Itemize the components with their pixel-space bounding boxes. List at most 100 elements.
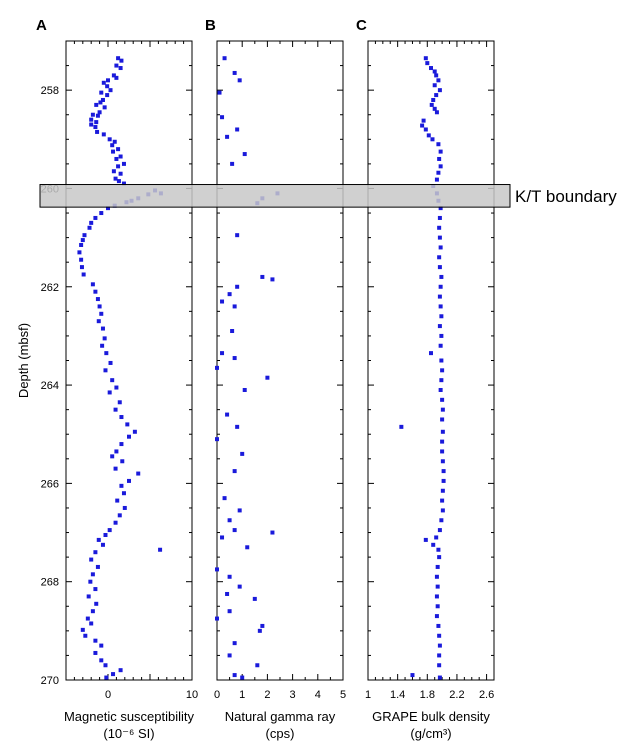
data-point (235, 424, 240, 429)
data-point (441, 469, 446, 474)
data-point (432, 106, 437, 111)
data-point (114, 75, 119, 80)
data-point (260, 274, 265, 279)
data-point (437, 255, 442, 260)
data-point (108, 360, 113, 365)
data-point (257, 628, 262, 633)
data-point (434, 574, 439, 579)
data-point (111, 169, 116, 174)
data-point (232, 70, 237, 75)
y-axis-label: Depth (mbsf) (16, 323, 31, 398)
data-point (113, 176, 118, 181)
data-point (438, 284, 443, 289)
data-point (115, 498, 120, 503)
data-point (105, 84, 110, 89)
data-point (220, 299, 225, 304)
data-point (100, 542, 105, 547)
data-point (113, 520, 118, 525)
y-tick-label: 266 (41, 478, 59, 490)
data-point (437, 675, 442, 680)
data-point (102, 105, 107, 110)
data-point (217, 90, 222, 95)
data-point (440, 397, 445, 402)
data-point (104, 675, 109, 680)
data-point (225, 591, 230, 596)
data-point (111, 73, 116, 78)
data-point (85, 616, 90, 621)
data-point (438, 245, 443, 250)
data-point (434, 535, 439, 540)
x-tick-label: 2.6 (479, 689, 494, 701)
data-point (425, 61, 430, 66)
data-point (227, 518, 232, 523)
data-point (89, 117, 94, 122)
y-tick-label: 258 (41, 85, 59, 97)
data-point (435, 584, 440, 589)
data-point (80, 238, 85, 243)
data-point (230, 161, 235, 166)
chart-panels: 010258260262264266268270AMagnetic suscep… (36, 17, 495, 741)
x-axis-label: GRAPE bulk density (372, 709, 490, 724)
data-point (95, 297, 100, 302)
data-point (423, 537, 428, 542)
data-point (118, 668, 123, 673)
data-point (119, 58, 124, 63)
x-tick-label: 2 (264, 689, 270, 701)
data-point (437, 643, 442, 648)
x-tick-label: 0 (214, 689, 220, 701)
data-point (102, 336, 107, 341)
data-point (440, 368, 445, 373)
kt-boundary-layer: K/T boundary (39, 184, 617, 208)
data-point (89, 621, 94, 626)
data-point (232, 641, 237, 646)
data-point (110, 378, 115, 383)
panel-letter: B (205, 17, 216, 34)
x-tick-label: 3 (290, 689, 296, 701)
data-point (119, 483, 124, 488)
x-tick-label: 1.4 (390, 689, 405, 701)
data-point (270, 530, 275, 535)
data-point (437, 653, 442, 658)
data-point (215, 437, 219, 442)
data-point (432, 69, 437, 74)
y-tick-label: 268 (41, 577, 59, 589)
data-point (235, 127, 240, 132)
data-point (235, 284, 240, 289)
data-point (93, 587, 98, 592)
data-point (122, 505, 127, 510)
data-point (436, 547, 441, 552)
data-point (87, 225, 92, 230)
data-point (106, 78, 110, 83)
data-point (77, 250, 82, 255)
x-axis-units: (cps) (266, 726, 295, 741)
data-point (242, 387, 247, 392)
data-point (106, 206, 110, 211)
data-point (434, 73, 439, 78)
data-point (107, 137, 112, 142)
data-point (113, 407, 118, 412)
data-point (423, 56, 428, 61)
x-axis-label: Natural gamma ray (225, 709, 336, 724)
data-point (88, 579, 93, 584)
data-point (89, 122, 94, 127)
data-point (260, 623, 265, 628)
panel-frame (367, 40, 495, 681)
data-point (127, 478, 131, 483)
data-point (227, 292, 232, 297)
data-point (232, 528, 237, 533)
data-point (121, 491, 126, 496)
data-point (99, 211, 104, 216)
data-point (83, 633, 88, 638)
data-point (117, 400, 122, 405)
data-point (434, 93, 439, 98)
data-point (436, 170, 441, 175)
data-point (79, 242, 84, 247)
data-point (220, 351, 225, 356)
x-axis-units: (g/cm³) (410, 726, 451, 741)
data-point (399, 424, 404, 429)
data-point (79, 257, 84, 262)
data-point (436, 142, 441, 147)
data-point (93, 550, 98, 555)
data-point (107, 528, 112, 533)
data-point (116, 179, 121, 184)
